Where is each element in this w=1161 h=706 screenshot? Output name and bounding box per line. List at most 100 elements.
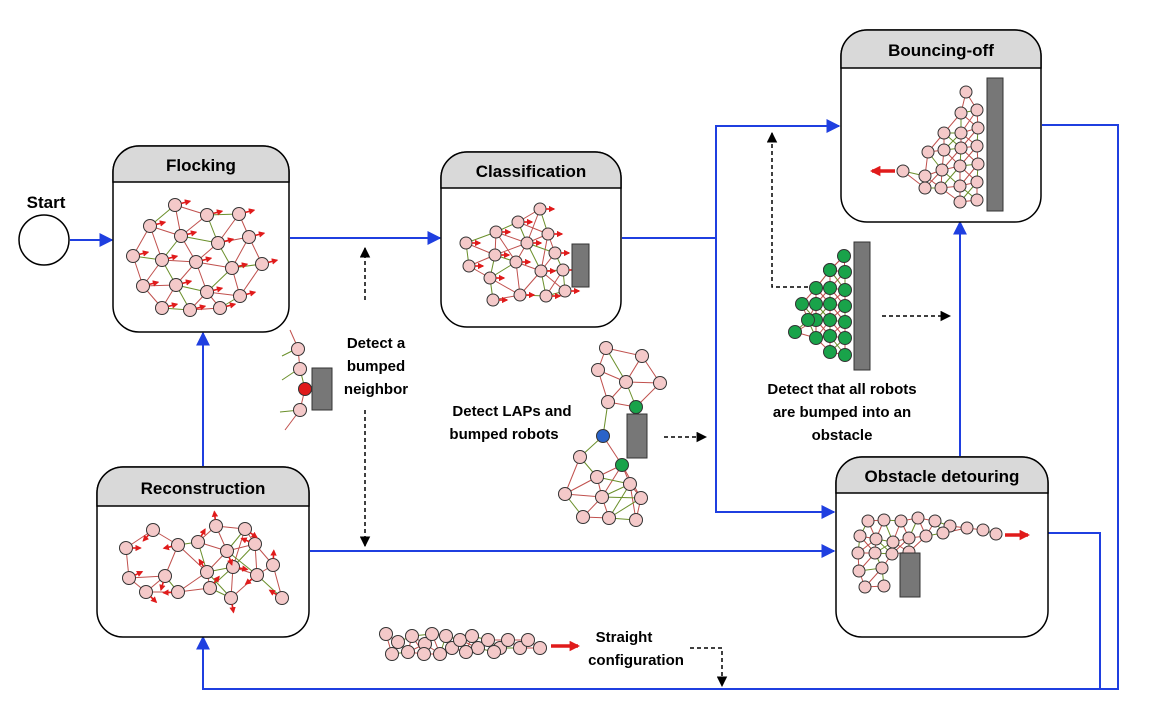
robot <box>590 470 604 484</box>
robot <box>266 558 280 572</box>
cond-straight-line-1: Straight <box>596 629 653 646</box>
robot <box>521 633 535 647</box>
heading-arrow <box>150 596 158 604</box>
illustration-bumped-neighbor <box>279 329 333 431</box>
heading-arrow <box>268 589 277 596</box>
condition-straight: Straight configuration <box>588 629 684 669</box>
robot <box>486 293 500 307</box>
robot <box>877 513 891 527</box>
robot <box>556 263 570 277</box>
heading-arrow <box>213 209 224 216</box>
heading-arrow <box>156 220 167 227</box>
robot <box>211 236 225 250</box>
robot <box>401 645 415 659</box>
robot <box>634 491 648 505</box>
robot <box>853 529 867 543</box>
robot <box>558 284 572 298</box>
heading-arrow <box>224 237 235 244</box>
robot <box>953 195 967 209</box>
heading-arrow <box>240 537 250 544</box>
heading-arrow <box>134 570 144 577</box>
robot <box>970 175 984 189</box>
robot <box>224 591 238 605</box>
robot <box>635 349 649 363</box>
robot <box>953 159 967 173</box>
robot <box>970 139 984 153</box>
heading-arrow <box>238 262 249 269</box>
robot <box>858 580 872 594</box>
robot <box>809 281 823 295</box>
obstacle <box>571 243 590 288</box>
robot <box>937 126 951 140</box>
robot <box>220 544 234 558</box>
robot <box>255 257 269 271</box>
robot <box>453 633 467 647</box>
cond-allbumped-line-3: obstacle <box>812 427 873 444</box>
start-label: Start <box>27 193 66 212</box>
bouncing-off-title: Bouncing-off <box>888 41 994 60</box>
robot <box>934 181 948 195</box>
heading-arrow <box>213 575 220 584</box>
robot <box>465 629 479 643</box>
cond-laps-line-2: bumped robots <box>449 426 558 443</box>
robot <box>837 249 851 263</box>
heading-arrow <box>149 280 160 287</box>
robot <box>959 85 973 99</box>
robot <box>275 591 289 605</box>
robot <box>629 513 643 527</box>
robot-swarm-flocking <box>126 198 279 317</box>
dashed-straight-down <box>690 647 728 688</box>
robot <box>936 526 950 540</box>
cond-allbumped-line-2: are bumped into an <box>773 404 911 421</box>
robot <box>809 297 823 311</box>
robot <box>595 490 609 504</box>
robot <box>971 157 985 171</box>
robot <box>838 331 852 345</box>
robot <box>291 342 305 356</box>
robot <box>200 565 214 579</box>
robot <box>209 519 223 533</box>
robot <box>935 163 949 177</box>
robot <box>425 627 439 641</box>
robot <box>653 376 667 390</box>
robot <box>838 348 852 362</box>
robot <box>852 564 866 578</box>
robot <box>481 633 495 647</box>
condition-all-bumped: Detect that all robots are bumped into a… <box>767 381 916 444</box>
robot <box>213 301 227 315</box>
robot <box>238 522 252 536</box>
robot <box>155 253 169 267</box>
robot <box>379 627 393 641</box>
robot <box>168 198 182 212</box>
heading-arrow <box>211 510 219 520</box>
robot <box>191 535 205 549</box>
heading-arrow <box>239 565 249 572</box>
heading-arrow <box>244 578 253 585</box>
robot <box>489 225 503 239</box>
robot-swarm-classification <box>459 202 590 307</box>
robot <box>809 331 823 345</box>
robot <box>541 227 555 241</box>
robot <box>183 303 197 317</box>
robot <box>970 103 984 117</box>
heading-arrow <box>142 534 150 542</box>
robot <box>439 629 453 643</box>
robot <box>501 633 515 647</box>
condition-laps: Detect LAPs and bumped robots <box>449 403 571 443</box>
robot <box>122 571 136 585</box>
flocking-title: Flocking <box>166 156 236 175</box>
robot <box>143 219 157 233</box>
robot <box>171 585 185 599</box>
heading-arrow <box>187 230 198 237</box>
robot <box>596 429 610 443</box>
start-circle <box>18 214 70 266</box>
robot <box>200 285 214 299</box>
state-classification: Classification <box>440 151 622 328</box>
robot <box>462 259 476 273</box>
robot <box>937 143 951 157</box>
robot <box>823 297 837 311</box>
cond-laps-line-1: Detect LAPs and <box>452 403 571 420</box>
robot <box>509 255 523 269</box>
robot <box>248 537 262 551</box>
cond-bumped-line-1: Detect a <box>347 335 406 352</box>
